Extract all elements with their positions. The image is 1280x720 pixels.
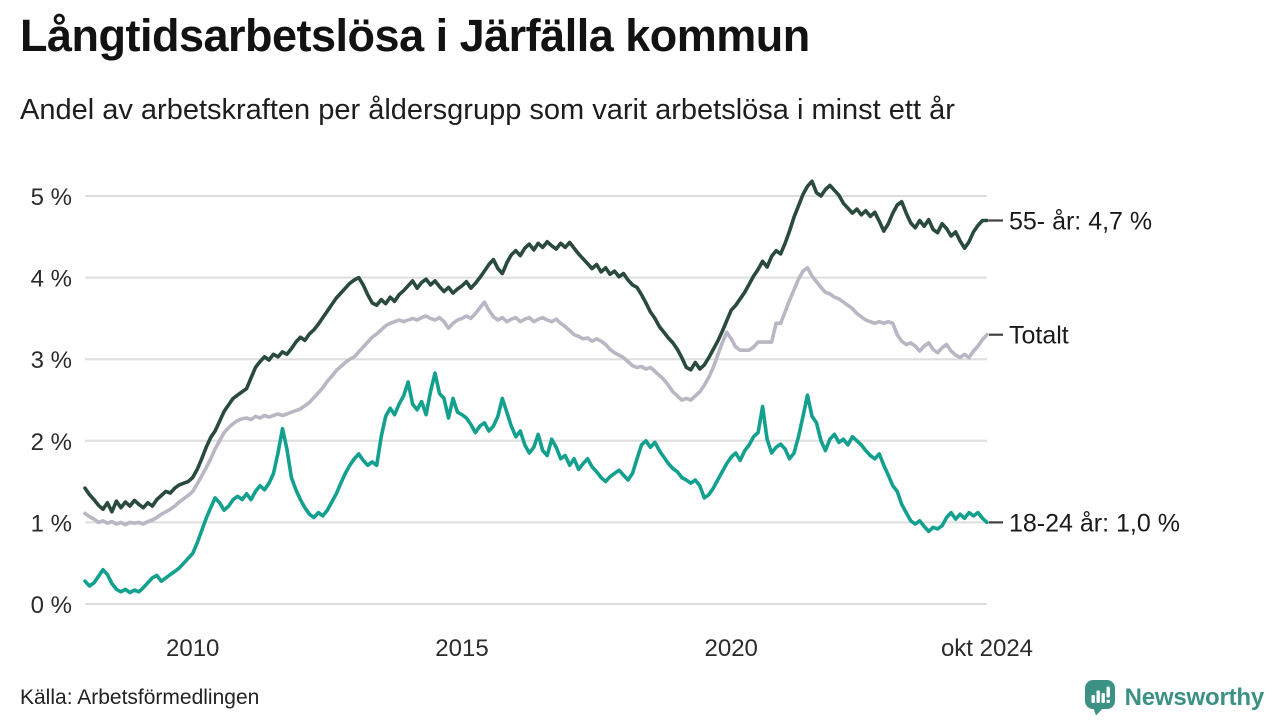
brand-name: Newsworthy xyxy=(1124,683,1265,711)
series-line-55 xyxy=(83,179,989,514)
newsworthy-logo-icon xyxy=(1084,680,1115,716)
series-end-label-55: 55- år: 4,7 % xyxy=(1009,208,1152,236)
y-tick-label: 2 % xyxy=(31,429,72,456)
series-line-18-24 xyxy=(83,371,989,595)
x-tick-label: okt 2024 xyxy=(941,635,1033,662)
y-tick-label: 1 % xyxy=(31,510,72,537)
series-end-label-18-24: 18-24 år: 1,0 % xyxy=(1009,509,1180,537)
x-tick-label: 2010 xyxy=(166,635,219,662)
source-note: Källa: Arbetsförmedlingen xyxy=(20,686,260,709)
x-tick-label: 2020 xyxy=(705,635,758,662)
y-tick-label: 5 % xyxy=(31,184,72,211)
x-tick-label: 2015 xyxy=(435,635,488,662)
y-tick-label: 3 % xyxy=(31,347,72,374)
brand-logo: Newsworthy xyxy=(1084,679,1264,716)
series-line-totalt xyxy=(83,265,989,527)
y-tick-label: 0 % xyxy=(31,592,72,619)
series-end-label-totalt: Totalt xyxy=(1009,322,1069,350)
y-tick-label: 4 % xyxy=(31,266,72,293)
page-title: Långtidsarbetslösa i Järfälla kommun xyxy=(20,10,810,61)
page-subtitle: Andel av arbetskraften per åldersgrupp s… xyxy=(20,94,955,126)
